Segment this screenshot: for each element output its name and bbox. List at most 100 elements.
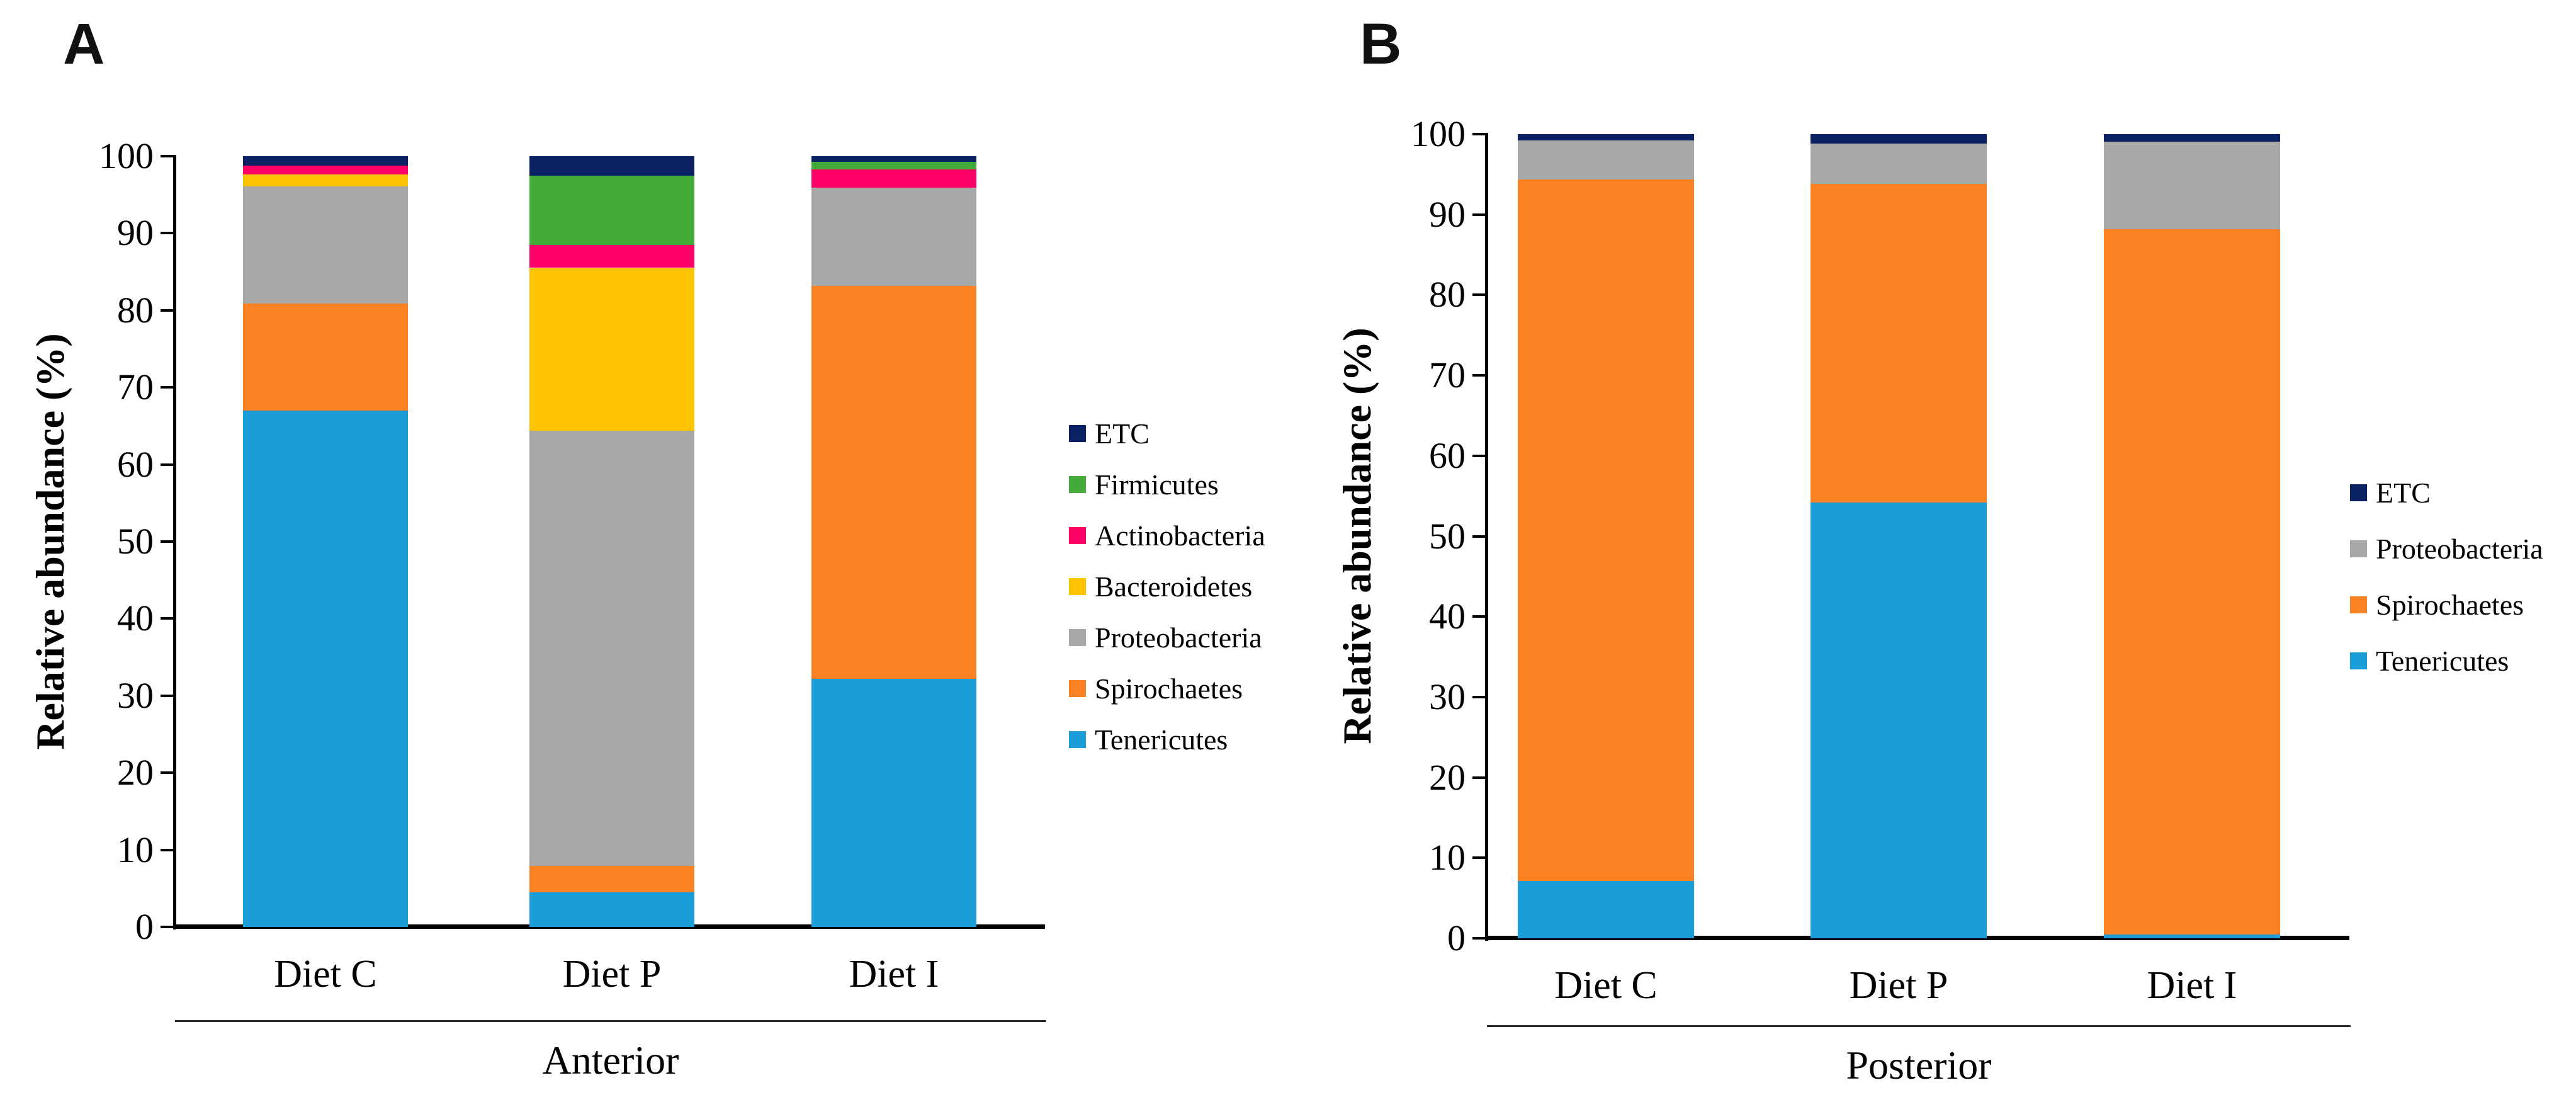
- panel-a-letter: A: [63, 12, 105, 76]
- y-tick-mark: [161, 926, 173, 928]
- x-category-label: Diet P: [1849, 964, 1948, 1007]
- bar-segment-spirochaetes: [1518, 179, 1694, 882]
- y-tick-label: 90: [1429, 193, 1466, 235]
- legend-anterior: ETC Firmicutes Actinobacteria Bacteroidetes…: [1069, 408, 1265, 765]
- legend-item-proteobacteria: Proteobacteria: [1069, 612, 1265, 663]
- legend-swatch-icon: [2350, 540, 2367, 557]
- y-tick-label: 100: [1411, 113, 1466, 154]
- bar-segment-proteobacteria: [2104, 141, 2280, 229]
- y-tick-label: 10: [117, 829, 154, 870]
- y-tick-mark: [161, 848, 173, 851]
- legend-swatch-icon: [1069, 731, 1086, 748]
- y-tick-label: 20: [117, 752, 154, 793]
- posterior-group-rule: [1487, 1025, 2351, 1027]
- y-tick-mark: [1472, 133, 1485, 135]
- y-tick-mark: [1472, 374, 1485, 377]
- legend-item-tenericutes: Tenericutes: [2350, 633, 2543, 689]
- bar-segment-bacteroidetes: [529, 268, 694, 431]
- y-tick-label: 30: [117, 674, 154, 716]
- plot-area-anterior: 0 10 20 30 40 50 60 70 80 90 100 Diet C Diet P Diet I: [99, 135, 1045, 996]
- anterior-group-rule: [175, 1020, 1046, 1022]
- y-tick-label: 60: [1429, 435, 1466, 476]
- bar-segment-etc: [2104, 134, 2280, 142]
- x-category-label: Diet C: [274, 953, 377, 996]
- y-tick-label: 100: [99, 135, 154, 176]
- bar-segment-actinobacteria: [529, 244, 694, 268]
- bar-segment-proteobacteria: [529, 430, 694, 866]
- legend-label: Tenericutes: [2376, 644, 2509, 677]
- bar-segment-actinobacteria: [811, 169, 976, 188]
- legend-label: Actinobacteria: [1095, 519, 1265, 552]
- y-tick-mark: [161, 232, 173, 235]
- legend-item-etc: ETC: [2350, 465, 2543, 521]
- legend-item-spirochaetes: Spirochaetes: [1069, 663, 1265, 714]
- y-tick-label: 10: [1429, 837, 1466, 878]
- y-tick-label: 50: [117, 521, 154, 562]
- legend-label: Bacteroidetes: [1095, 570, 1253, 603]
- legend-posterior: ETC Proteobacteria Spirochaetes Tenericutes: [2350, 465, 2543, 689]
- bar-segment-spirochaetes: [2104, 229, 2280, 934]
- y-tick-mark: [161, 617, 173, 620]
- legend-label: Spirochaetes: [2376, 588, 2524, 621]
- y-axis-line: [1485, 133, 1488, 941]
- bar-segment-proteobacteria: [243, 186, 408, 304]
- legend-label: ETC: [1095, 417, 1150, 450]
- bar-segment-actinobacteria: [243, 165, 408, 175]
- legend-label: ETC: [2376, 476, 2431, 509]
- legend-label: Spirochaetes: [1095, 672, 1243, 705]
- legend-item-etc: ETC: [1069, 408, 1265, 459]
- legend-swatch-icon: [2350, 596, 2367, 613]
- legend-item-tenericutes: Tenericutes: [1069, 714, 1265, 765]
- y-tick-mark: [161, 386, 173, 389]
- y-tick-mark: [161, 771, 173, 775]
- y-tick-label: 40: [117, 598, 154, 639]
- anterior-group-label: Anterior: [542, 1038, 679, 1082]
- legend-swatch-icon: [2350, 484, 2367, 501]
- y-tick-label: 90: [117, 212, 154, 254]
- legend-swatch-icon: [1069, 629, 1086, 646]
- y-tick-mark: [161, 155, 173, 157]
- legend-label: Proteobacteria: [2376, 532, 2543, 565]
- x-category-label: Diet C: [1554, 964, 1658, 1007]
- legend-item-bacteroidetes: Bacteroidetes: [1069, 561, 1265, 612]
- y-tick-mark: [161, 463, 173, 466]
- bar-segment-bacteroidetes: [243, 174, 408, 186]
- panel-b-letter: B: [1360, 12, 1402, 76]
- bar-segment-etc: [1811, 134, 1987, 144]
- x-category-label: Diet I: [2147, 964, 2237, 1007]
- legend-label: Tenericutes: [1095, 723, 1228, 756]
- y-tick-mark: [1472, 535, 1485, 538]
- bar-segment-tenericutes: [1518, 881, 1694, 938]
- x-category-label: Diet I: [849, 953, 939, 996]
- legend-item-proteobacteria: Proteobacteria: [2350, 521, 2543, 577]
- y-axis-line: [173, 155, 176, 929]
- bar-segment-proteobacteria: [811, 188, 976, 286]
- legend-item-spirochaetes: Spirochaetes: [2350, 577, 2543, 633]
- bar-segment-etc: [1518, 134, 1694, 141]
- bar-segment-etc: [529, 156, 694, 176]
- bar-segment-spirochaetes: [243, 303, 408, 411]
- legend-swatch-icon: [1069, 680, 1086, 697]
- bar-segment-etc: [811, 156, 976, 162]
- y-tick-mark: [1472, 615, 1485, 618]
- legend-swatch-icon: [1069, 476, 1086, 493]
- legend-swatch-icon: [2350, 652, 2367, 669]
- y-tick-mark: [161, 694, 173, 697]
- bar-segment-tenericutes: [529, 892, 694, 927]
- x-category-label: Diet P: [562, 953, 662, 996]
- y-tick-label: 40: [1429, 596, 1466, 637]
- legend-swatch-icon: [1069, 578, 1086, 595]
- legend-swatch-icon: [1069, 527, 1086, 544]
- bar-segment-spirochaetes: [529, 866, 694, 892]
- bar-segment-tenericutes: [2104, 934, 2280, 938]
- legend-item-firmicutes: Firmicutes: [1069, 459, 1265, 510]
- y-tick-mark: [161, 540, 173, 543]
- y-tick-mark: [161, 309, 173, 312]
- y-tick-mark: [1472, 293, 1485, 297]
- legend-swatch-icon: [1069, 425, 1086, 442]
- y-tick-label: 70: [1429, 355, 1466, 396]
- y-tick-mark: [1472, 695, 1485, 698]
- y-tick-label: 80: [117, 289, 154, 331]
- y-tick-label: 0: [1447, 917, 1466, 958]
